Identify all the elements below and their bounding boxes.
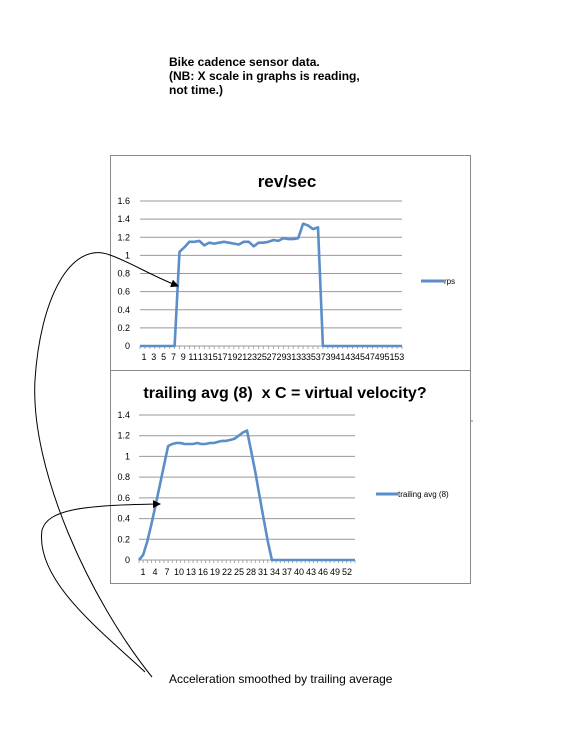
chart-2-x-tick-label: 31	[258, 567, 268, 577]
chart-1-x-tick-label: 5	[161, 352, 166, 362]
chart-1-x-tick-label: 27	[267, 352, 277, 362]
chart-2-x-tick-label: 49	[330, 567, 340, 577]
chart-2-x-tick-label: 13	[186, 567, 196, 577]
chart-2-x-tick-label: 22	[222, 567, 232, 577]
chart-2-y-tick-label: 1.2	[117, 431, 130, 441]
chart-1-x-tick-label: 19	[227, 352, 237, 362]
chart-2-title: trailing avg (8) x C = virtual velocity?	[143, 385, 426, 402]
chart-2-x-tick-label: 52	[342, 567, 352, 577]
chart-1-x-tick-label: 9	[181, 352, 186, 362]
chart-1-x-tick-label: 25	[257, 352, 267, 362]
chart-1-x-tick-label: 37	[316, 352, 326, 362]
chart-2-series-line	[137, 429, 355, 562]
chart-2-x-tick-label: 4	[152, 567, 157, 577]
chart-2-x-tick-label: 16	[198, 567, 208, 577]
chart-1-y-tick-label: 1.4	[117, 214, 130, 224]
chart-1-y-tick-label: 1.2	[117, 232, 130, 242]
chart-1-x-tick-label: 29	[276, 352, 286, 362]
chart-1-y-tick-label: 0.2	[117, 323, 130, 333]
chart-2-x-tick-label: 37	[282, 567, 292, 577]
chart-2-x-tick-label: 34	[270, 567, 280, 577]
chart-1-frame	[110, 155, 471, 371]
annotation-curve-upper	[34, 252, 179, 678]
chart-1-legend-label: rps	[444, 277, 455, 286]
chart-1-y-tick-label: 0.4	[117, 305, 130, 315]
chart-1-x-tick-label: 33	[296, 352, 306, 362]
chart-1-x-tick-label: 15	[208, 352, 218, 362]
annotation-curve-lower	[41, 500, 161, 673]
chart-1-y-tick-label: 0.8	[117, 269, 130, 279]
chart-2-x-tick-label: 19	[210, 567, 220, 577]
chart-2-y-tick-label: 0	[125, 555, 130, 565]
chart-1-y-tick-label: 1	[125, 250, 130, 260]
chart-2-y-ticks: 0 0.2 0.4 0.6 0.8 1 1.2 1.4	[117, 410, 130, 565]
chart-1-x-tick-label: 3	[151, 352, 156, 362]
chart-2-y-tick-label: 0.2	[117, 534, 130, 544]
chart-2-x-tick-label: 10	[174, 567, 184, 577]
chart-2-x-tick-label: 28	[246, 567, 256, 577]
chart-1-x-tick-label: 23	[247, 352, 257, 362]
chart-2-x-tick-label: 1	[140, 567, 145, 577]
chart-1-y-tick-label: 1.6	[117, 196, 130, 206]
chart-1-y-tick-label: 0.6	[117, 287, 130, 297]
chart-2-y-tick-label: 0.8	[117, 472, 130, 482]
chart-2-x-tick-label: 7	[164, 567, 169, 577]
chart-1-x-tick-label: 49	[375, 352, 385, 362]
chart-2-y-tick-label: 1	[125, 451, 130, 461]
chart-1-x-tick-label: 43	[345, 352, 355, 362]
note-line-3: not time.)	[169, 83, 223, 97]
annotation-caption: Acceleration smoothed by trailing averag…	[169, 672, 393, 686]
chart-1-x-tick-label: 11	[188, 352, 197, 362]
chart-1-x-tick-label: 41	[335, 352, 345, 362]
chart-1-x-tick-label: 39	[326, 352, 336, 362]
chart-1-series-line	[140, 222, 402, 348]
chart-2-x-tick-label: 43	[306, 567, 316, 577]
chart-2-y-tick-label: 0.4	[117, 514, 130, 524]
chart-2-y-tick-label: 0.6	[117, 493, 130, 503]
chart-2-x-tick-label: 25	[234, 567, 244, 577]
chart-1-x-tick-label: 31	[286, 352, 296, 362]
chart-2-x-tick-label: 40	[294, 567, 304, 577]
chart-1-x-tick-label: 45	[355, 352, 365, 362]
chart-1-y-tick-label: 0	[125, 341, 130, 351]
chart-1-y-ticks: 0 0.2 0.4 0.6 0.8 1 1.2 1.4 1.6	[117, 196, 130, 351]
chart-1-x-tick-label: 13	[198, 352, 208, 362]
chart-1-x-tick-label: 53	[394, 352, 404, 362]
chart-1-x-tick-label: 1	[141, 352, 146, 362]
chart-1-x-tick-label: 17	[218, 352, 228, 362]
chart-2-legend-label: trailing avg (8)	[398, 490, 449, 499]
chart-1-x-tick-label: 51	[384, 352, 394, 362]
chart-1-x-tick-label: 35	[306, 352, 316, 362]
chart-2-y-tick-label: 1.4	[117, 410, 130, 420]
note-line-1: Bike cadence sensor data.	[169, 55, 320, 69]
note: Bike cadence sensor data. (NB: X scale i…	[169, 55, 399, 97]
chart-1-x-tick-label: 7	[171, 352, 176, 362]
chart-2-x-tick-label: 46	[318, 567, 328, 577]
note-line-2: (NB: X scale in graphs is reading,	[169, 69, 360, 83]
chart-1-x-tick-label: 47	[365, 352, 375, 362]
chart-1-gridlines	[140, 200, 402, 347]
chart-1-title: rev/sec	[258, 172, 317, 191]
chart-1-x-tick-label: 21	[237, 352, 247, 362]
